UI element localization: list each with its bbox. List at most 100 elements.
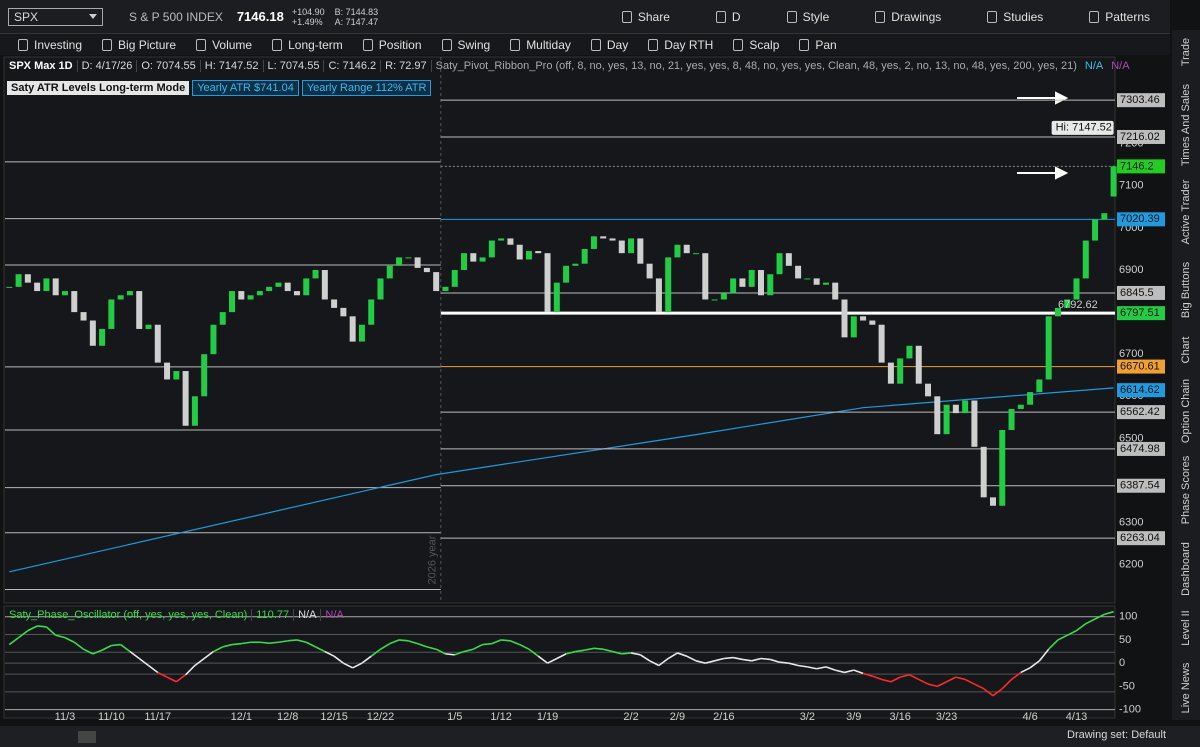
style-button[interactable]: Day RTH [648, 38, 713, 52]
style-label: Big Picture [118, 37, 177, 52]
osc-segment [27, 625, 38, 632]
side-tab[interactable]: Chart [1180, 337, 1192, 364]
icon [715, 10, 726, 23]
osc-segment [927, 683, 938, 688]
side-tab[interactable]: Live News [1180, 662, 1192, 713]
action-button[interactable]: Patterns [1089, 10, 1150, 24]
style-button[interactable]: Investing [18, 38, 82, 52]
osc-segment [185, 664, 196, 676]
x-tick-label: 11/10 [98, 711, 125, 723]
oscillator-panel [3, 605, 1116, 719]
ohlc-item: C: 7146.2 [324, 59, 382, 72]
action-label: Patterns [1105, 9, 1150, 24]
ohlc-value: 72.97 [399, 59, 427, 72]
candle [191, 396, 198, 426]
candle [822, 282, 829, 285]
osc-segment [742, 658, 752, 662]
osc-segment [964, 678, 975, 685]
osc-segment [1066, 629, 1077, 636]
candle [628, 238, 635, 254]
action-button[interactable]: D [715, 10, 741, 24]
level-label: 6614.62 [1120, 384, 1160, 396]
style-button[interactable]: Pan [799, 38, 837, 52]
candle [795, 265, 802, 279]
side-tab[interactable]: Option Chain [1180, 379, 1192, 443]
candle [906, 345, 913, 359]
ohlc-item: H: 7147.52 [201, 59, 264, 72]
candle [878, 324, 885, 363]
side-tab[interactable]: Phase Scores [1180, 455, 1192, 524]
osc-segment [18, 629, 29, 639]
candle [433, 272, 440, 292]
candle [1036, 379, 1043, 393]
side-tab[interactable]: Active Trader [1180, 179, 1192, 244]
osc-segment [779, 661, 789, 664]
level-label: 6670.61 [1120, 360, 1160, 372]
level-label: 6797.51 [1120, 307, 1160, 319]
candle [730, 278, 737, 294]
ask: A: 7147.47 [334, 16, 379, 27]
osc-title: Saty_Phase_Oscillator (off, yes, yes, ye… [5, 609, 253, 621]
osc-segment [1020, 667, 1031, 674]
candle [470, 253, 477, 262]
atr-labels: Saty ATR Levels Long-term Mode Yearly ATR… [7, 79, 607, 96]
symbol-box[interactable]: SPX [8, 7, 103, 26]
style-button[interactable]: Swing [441, 38, 490, 52]
style-button[interactable]: Day [590, 38, 628, 52]
osc-segment [955, 676, 966, 681]
ohlc-value: 7074.55 [279, 59, 320, 72]
style-label: Investing [34, 37, 83, 52]
style-button[interactable]: Big Picture [102, 38, 176, 52]
osc-tick-label: -100 [1119, 704, 1141, 716]
y-tick-label: 6700 [1119, 348, 1143, 360]
style-button[interactable]: Position [362, 38, 422, 52]
level-label: 6387.54 [1120, 480, 1160, 492]
osc-segment [1094, 613, 1105, 620]
candle [748, 270, 755, 287]
level-label-box [1117, 212, 1165, 227]
candle [1054, 307, 1061, 317]
side-tab[interactable]: Dashboard [1180, 542, 1192, 596]
action-button[interactable]: Studies [987, 10, 1043, 24]
y-tick-label: 6900 [1119, 264, 1143, 276]
candle [665, 257, 672, 313]
side-tab[interactable]: Level II [1180, 610, 1192, 645]
level-label-box [1117, 93, 1165, 108]
osc-segment [807, 666, 817, 670]
action-button[interactable]: Share [621, 10, 670, 24]
osc-segment [547, 657, 558, 664]
style-button[interactable]: Volume [196, 38, 252, 52]
x-tick-label: 3/2 [800, 711, 815, 723]
side-tab[interactable]: Big Buttons [1180, 261, 1192, 318]
style-button[interactable]: Multiday [510, 38, 571, 52]
top-bar: SPX S & P 500 INDEX 7146.18 +104.90 +1.49… [0, 0, 1170, 34]
action-button[interactable]: Style [786, 10, 829, 24]
last-price: 7146.18 [236, 9, 284, 24]
osc-segment [667, 652, 678, 660]
osc-segment [899, 674, 910, 678]
side-tab[interactable]: Times And Sales [1180, 83, 1192, 166]
style-button[interactable]: Scalp [733, 38, 779, 52]
candle [303, 278, 310, 296]
osc-segment [612, 650, 622, 655]
side-tab[interactable]: Trade [1180, 38, 1192, 66]
osc-segment [714, 657, 725, 662]
x-tick-label: 3/16 [889, 711, 910, 723]
osc-segment [881, 678, 892, 683]
osc-segment [370, 648, 381, 657]
candle [572, 263, 579, 266]
candle [860, 316, 867, 321]
osc-segment [751, 657, 762, 662]
x-tick-label: 2/9 [670, 711, 685, 723]
icon [196, 38, 207, 51]
collapse-button[interactable] [78, 731, 96, 743]
style-button[interactable]: Long-term [272, 38, 343, 52]
candle [1082, 240, 1089, 279]
osc-segment [593, 647, 604, 651]
candle [609, 238, 616, 241]
candle [488, 240, 495, 258]
candle [952, 404, 959, 414]
action-button[interactable]: Drawings [875, 10, 941, 24]
candle [80, 312, 87, 321]
